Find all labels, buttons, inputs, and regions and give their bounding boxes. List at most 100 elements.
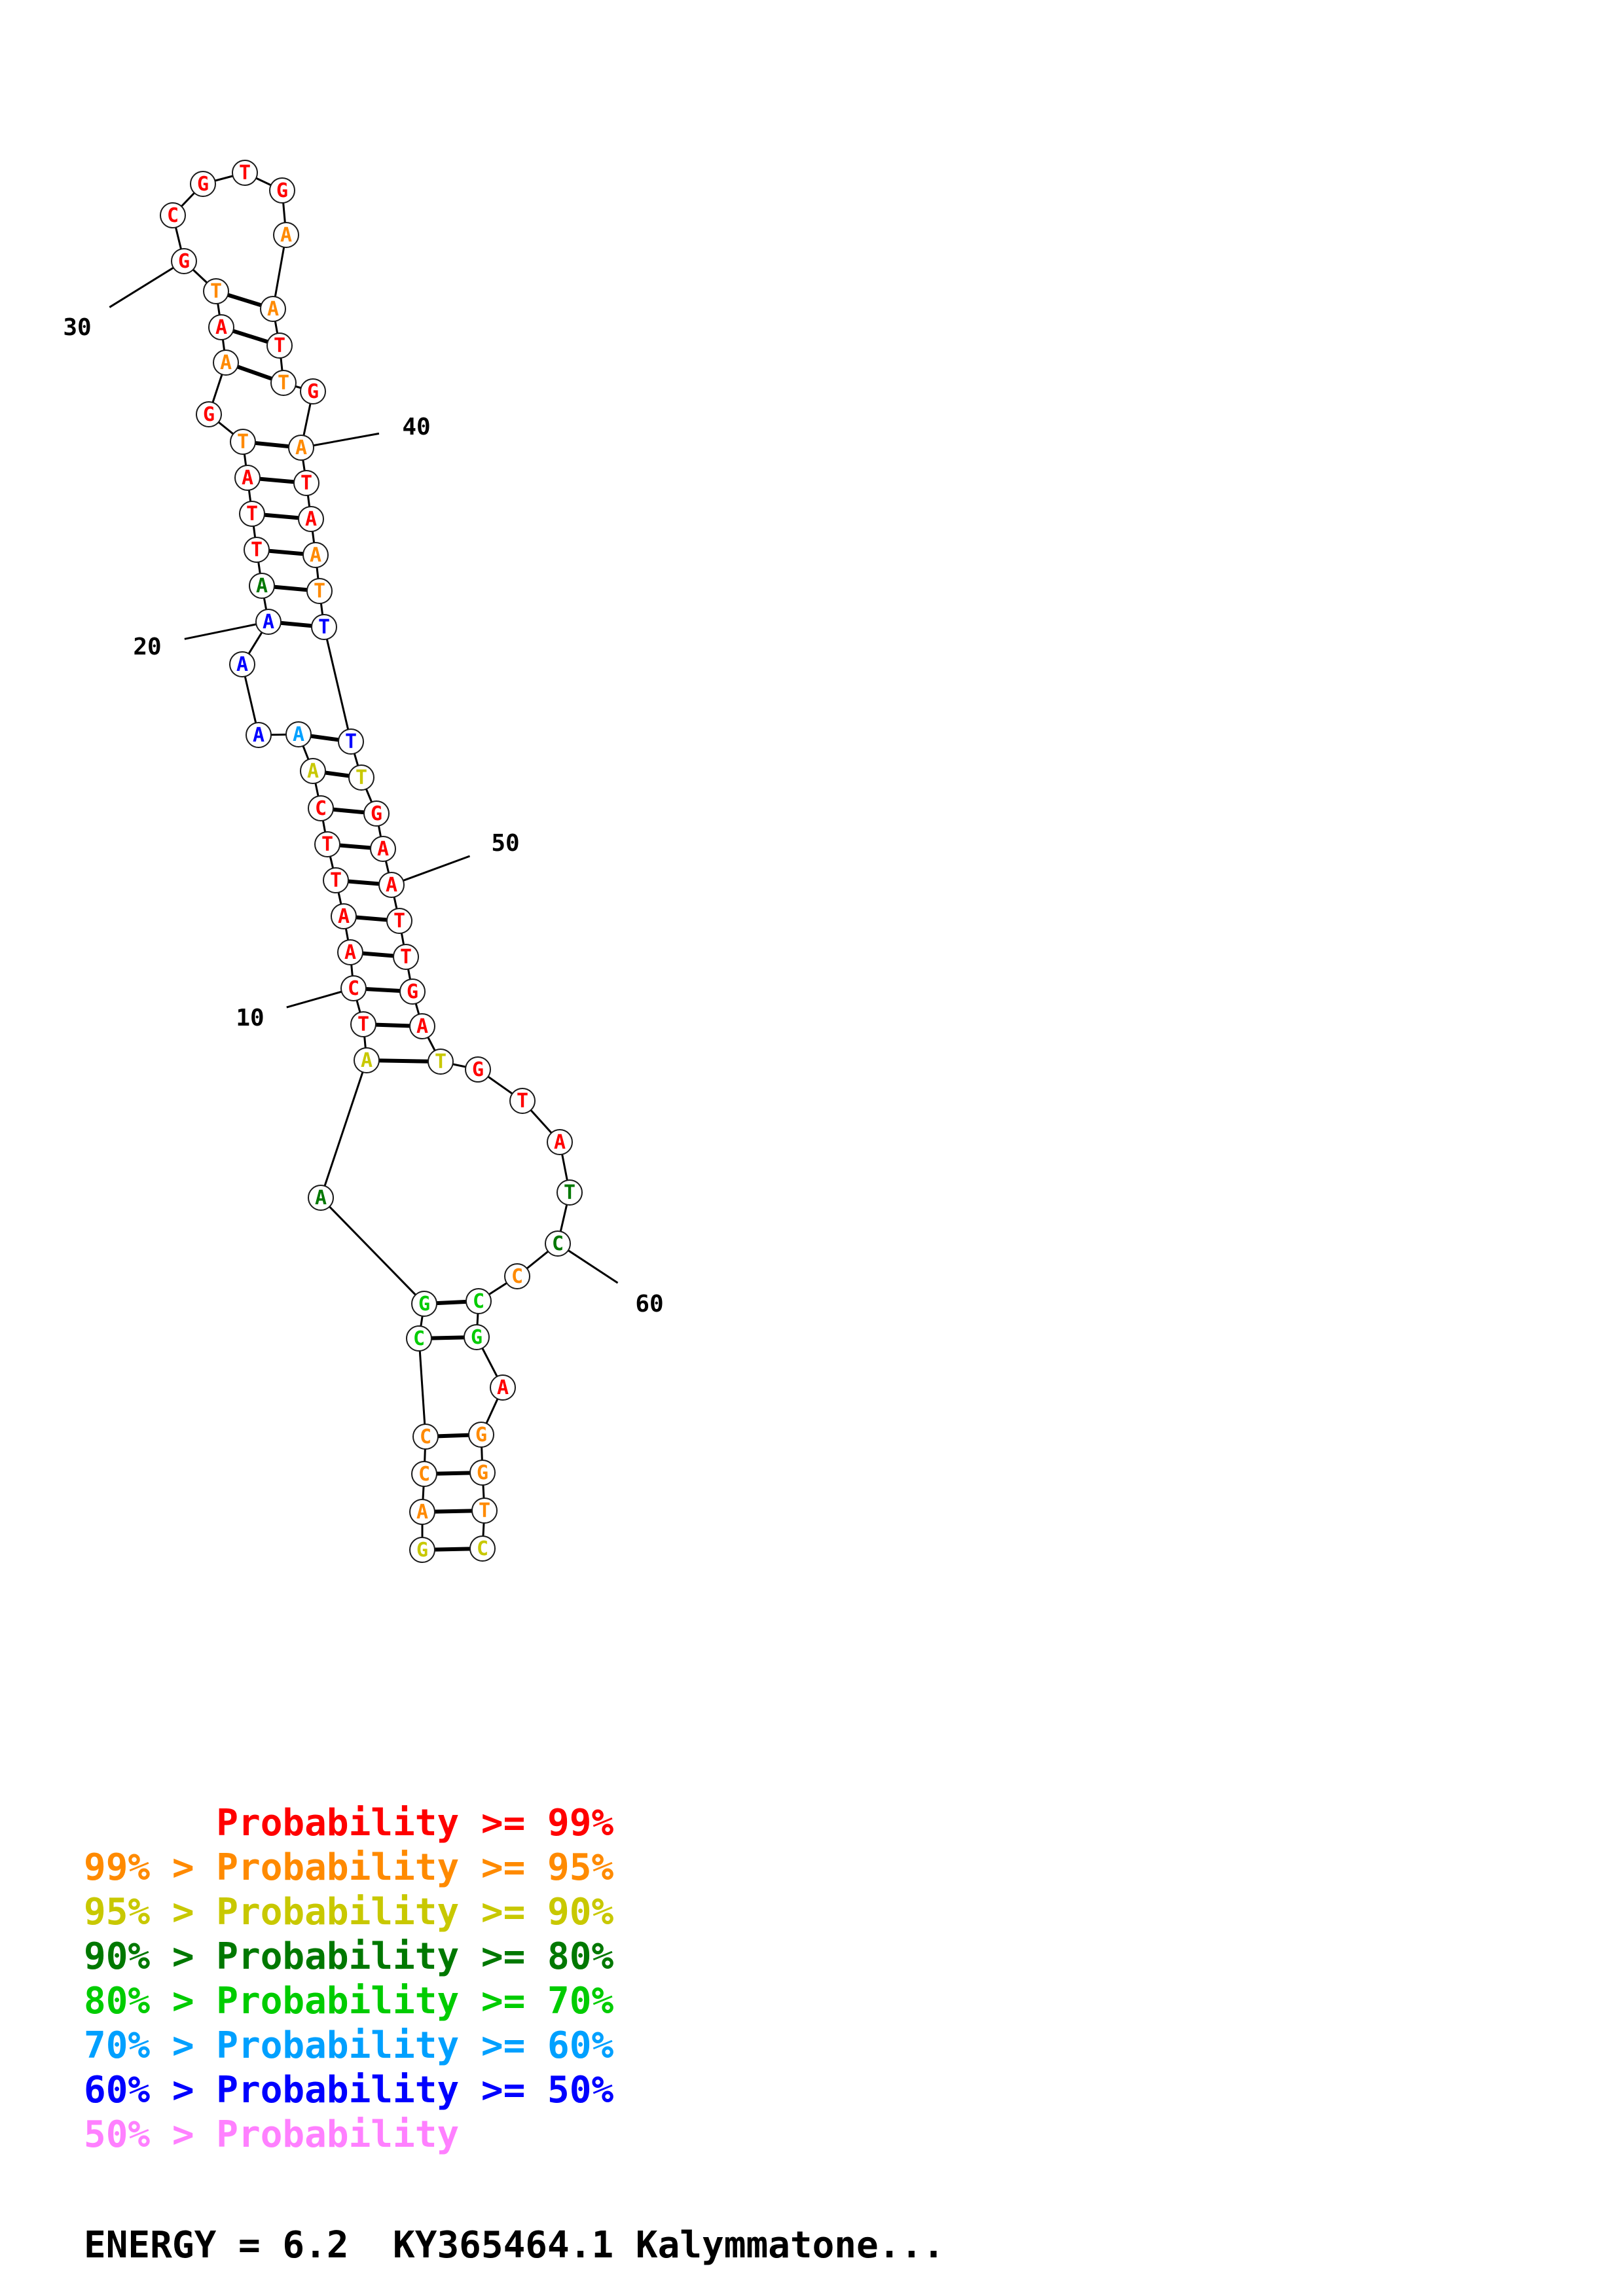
- nucleotide-base-64-A: A: [497, 1376, 509, 1399]
- nucleotide-base-9-T: T: [357, 1013, 369, 1036]
- legend-row-1: 99% > Probability >= 95%: [84, 1846, 614, 1889]
- nucleotide-circle-43: [302, 542, 329, 568]
- nucleotide-circle-47: [348, 764, 374, 791]
- nucleotide-circle-24: [234, 465, 261, 491]
- nucleotide-circle-56: [465, 1056, 491, 1083]
- nucleotide-base-43-A: A: [310, 544, 321, 567]
- nucleotide-base-2-A: A: [416, 1501, 428, 1524]
- nucleotide-base-15-C: C: [315, 797, 327, 820]
- nucleotide-base-1-G: G: [416, 1539, 428, 1562]
- nucleotide-circle-51: [386, 908, 412, 934]
- nucleotide-circle-55: [428, 1049, 454, 1075]
- nucleotide-circle-59: [556, 1179, 583, 1206]
- nucleotide-base-56-G: G: [472, 1058, 484, 1081]
- backbone-line: [319, 1196, 426, 1305]
- nucleotide-circle-34: [269, 177, 295, 204]
- probability-legend: Probability >= 99% 99% > Probability >= 9…: [84, 1801, 613, 2157]
- nucleotide-circle-26: [196, 401, 222, 427]
- sequence-number-label-30: 30: [63, 314, 91, 341]
- nucleotide-base-30-G: G: [178, 250, 190, 273]
- label-leader-line: [184, 620, 269, 640]
- legend-row-0: Probability >= 99%: [84, 1802, 614, 1844]
- nucleotide-circle-1: [409, 1537, 435, 1563]
- nucleotide-circle-13: [323, 867, 349, 893]
- nucleotide-circle-32: [190, 171, 216, 197]
- nucleotide-circle-7: [308, 1185, 334, 1211]
- label-leader-line: [301, 432, 380, 449]
- nucleotide-circle-33: [232, 160, 258, 186]
- nucleotide-circle-2: [409, 1499, 435, 1525]
- nucleotide-base-68-C: C: [477, 1537, 488, 1560]
- nucleotide-circle-31: [160, 202, 186, 228]
- nucleotide-circle-66: [469, 1460, 496, 1486]
- nucleotide-base-4-C: C: [420, 1426, 431, 1448]
- nucleotide-base-52-T: T: [400, 946, 412, 969]
- nucleotide-circle-29: [203, 278, 229, 304]
- nucleotide-base-35-A: A: [280, 224, 292, 247]
- nucleotide-base-34-G: G: [276, 179, 288, 202]
- nucleotide-circle-28: [208, 314, 234, 340]
- nucleotide-circle-39: [300, 378, 326, 404]
- nucleotide-base-65-G: G: [475, 1424, 487, 1446]
- nucleotide-base-51-T: T: [393, 910, 405, 933]
- nucleotide-circle-48: [363, 800, 390, 827]
- nucleotide-base-32-G: G: [197, 173, 209, 196]
- nucleotide-circle-21: [249, 573, 275, 599]
- nucleotide-base-14-T: T: [321, 833, 333, 856]
- nucleotide-circle-40: [288, 435, 314, 461]
- nucleotide-base-67-T: T: [479, 1499, 490, 1522]
- nucleotide-circle-63: [464, 1324, 490, 1350]
- nucleotide-base-24-A: A: [242, 467, 253, 490]
- nucleotide-base-3-C: C: [418, 1463, 430, 1486]
- nucleotide-circle-41: [293, 470, 319, 496]
- nucleotide-base-11-A: A: [344, 941, 356, 964]
- nucleotide-base-18-A: A: [253, 724, 264, 747]
- nucleotide-circle-4: [412, 1424, 439, 1450]
- nucleotide-base-28-A: A: [215, 316, 227, 339]
- nucleotide-base-53-G: G: [407, 980, 418, 1003]
- nucleotide-circle-54: [409, 1013, 435, 1039]
- sequence-number-label-60: 60: [635, 1291, 663, 1318]
- sequence-number-label-50: 50: [491, 830, 519, 857]
- nucleotide-base-41-T: T: [301, 472, 312, 495]
- nucleotide-circle-64: [490, 1374, 516, 1401]
- nucleotide-base-42-A: A: [305, 508, 317, 531]
- nucleotide-base-26-G: G: [203, 403, 215, 426]
- nucleotide-base-50-A: A: [386, 874, 397, 897]
- nucleotide-circle-53: [399, 978, 426, 1005]
- nucleotide-base-44-T: T: [314, 580, 325, 603]
- nucleotide-base-39-G: G: [307, 380, 319, 403]
- nucleotide-base-13-T: T: [330, 869, 342, 892]
- label-leader-line: [391, 855, 471, 886]
- nucleotide-base-57-T: T: [517, 1090, 528, 1113]
- nucleotide-base-10-C: C: [348, 977, 359, 1000]
- nucleotide-circle-9: [350, 1011, 376, 1037]
- nucleotide-circle-18: [246, 722, 272, 748]
- nucleotide-base-21-A: A: [256, 575, 268, 598]
- nucleotide-circle-60: [545, 1230, 571, 1257]
- nucleotide-circle-3: [411, 1461, 437, 1487]
- energy-text: ENERGY = 6.2 KY365464.1 Kalymmatone...: [84, 2224, 945, 2267]
- nucleotide-circle-62: [465, 1288, 492, 1314]
- nucleotide-circle-52: [393, 944, 419, 970]
- nucleotide-circle-50: [378, 872, 405, 898]
- nucleotide-base-55-T: T: [435, 1050, 447, 1073]
- nucleotide-circle-14: [314, 831, 340, 857]
- nucleotide-circle-38: [270, 370, 297, 396]
- nucleotide-circle-11: [337, 939, 363, 965]
- nucleotide-base-33-T: T: [239, 162, 251, 185]
- nucleotide-circle-5: [406, 1325, 432, 1352]
- nucleotide-circle-42: [298, 506, 324, 532]
- backbone-line: [319, 1060, 368, 1198]
- nucleotide-circle-22: [244, 537, 270, 563]
- nucleotide-base-36-A: A: [267, 298, 279, 321]
- legend-row-5: 70% > Probability >= 60%: [84, 2024, 614, 2067]
- nucleotide-circle-67: [471, 1498, 498, 1524]
- nucleotide-base-8-A: A: [361, 1049, 373, 1072]
- nucleotide-base-25-T: T: [237, 431, 249, 454]
- legend-row-2: 95% > Probability >= 90%: [84, 1891, 614, 1933]
- nucleotide-base-46-T: T: [345, 730, 357, 753]
- nucleotide-base-38-T: T: [278, 372, 289, 395]
- nucleotide-base-54-A: A: [416, 1015, 428, 1038]
- legend-row-3: 90% > Probability >= 80%: [84, 1935, 614, 1978]
